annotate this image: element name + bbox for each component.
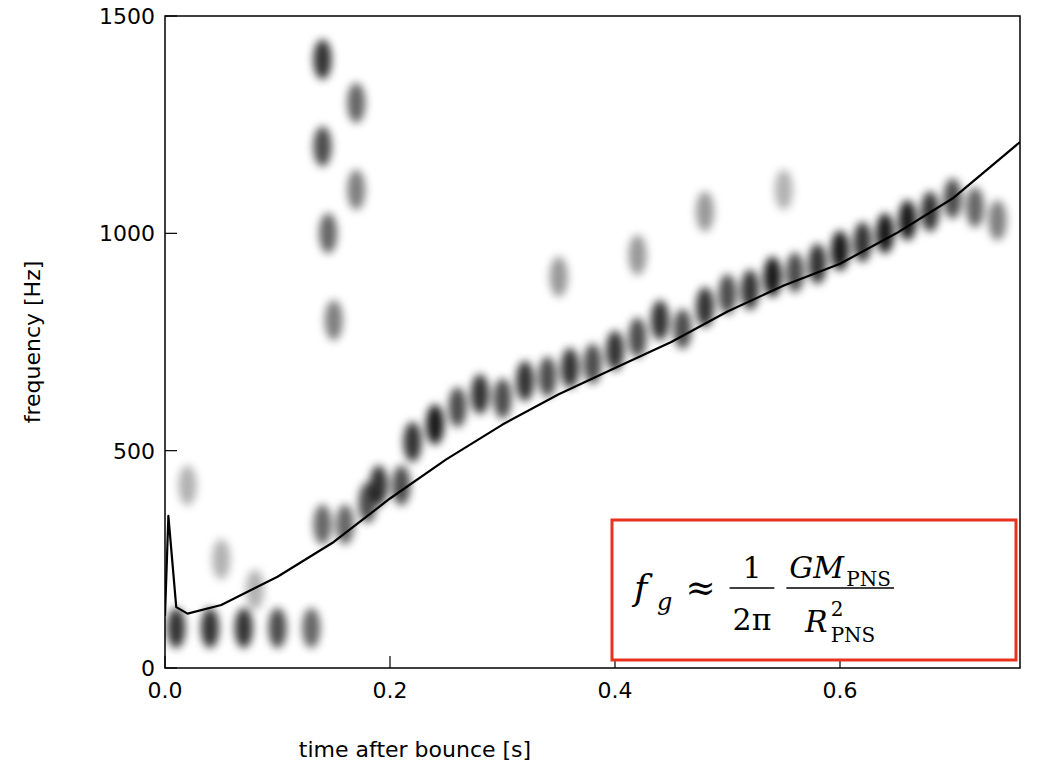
formula-den: R <box>804 604 828 639</box>
spectrogram-blob <box>471 374 489 414</box>
formula-approx: ≈ <box>685 567 715 608</box>
x-tick-label: 0.0 <box>148 678 183 703</box>
y-tick <box>165 15 177 16</box>
formula-sub: g <box>657 588 672 616</box>
spectrogram-blob <box>347 170 365 210</box>
spectrogram-blob <box>449 387 467 427</box>
spectrogram-blob <box>347 83 365 123</box>
x-tick <box>389 656 390 668</box>
spectrogram-blob <box>201 608 219 648</box>
formula-coef-den: 2π <box>733 602 772 637</box>
spectrogram-blob <box>629 318 647 358</box>
y-axis-title: frequency [Hz] <box>20 261 45 424</box>
spectrogram-blob <box>989 200 1007 240</box>
spectrogram-blob <box>786 252 804 292</box>
x-tick-label: 0.2 <box>373 678 408 703</box>
fraction-bar <box>786 587 894 589</box>
spectrogram-blob <box>404 422 422 462</box>
spectrogram-blob <box>212 539 230 579</box>
formula-num: GM <box>789 550 845 585</box>
spectrogram-blob <box>550 257 568 297</box>
spectrogram-blob <box>325 300 343 340</box>
spectrogram-blob <box>629 235 647 275</box>
spectrogram-blob <box>370 465 388 505</box>
formula-box <box>612 520 1016 660</box>
frame <box>165 16 1020 668</box>
spectrogram-blob <box>314 126 332 166</box>
chart: 0500100015000.00.20.40.6time after bounc… <box>0 0 1039 773</box>
formula-f: f <box>631 567 653 608</box>
spectrogram-blob <box>899 200 917 240</box>
spectrogram-blob <box>775 170 793 210</box>
spectrogram-blob <box>269 608 287 648</box>
y-tick <box>165 233 177 234</box>
formula-den-sub: PNS <box>831 623 876 647</box>
y-tick-label: 1500 <box>99 4 155 29</box>
spectrogram-blob <box>494 379 512 419</box>
formula-den-sup: 2 <box>831 597 844 621</box>
spectrogram-blob <box>516 361 534 401</box>
spectrogram-blob <box>319 213 337 253</box>
spectrogram-blob <box>809 244 827 284</box>
fraction-bar <box>730 587 775 589</box>
spectrogram-blob <box>314 505 332 545</box>
x-axis-title: time after bounce [s] <box>299 737 531 762</box>
y-tick <box>165 450 177 451</box>
y-tick <box>165 667 177 668</box>
x-tick-label: 0.4 <box>598 678 633 703</box>
spectrogram-blob <box>674 309 692 349</box>
spectrogram-blob <box>561 348 579 388</box>
spectrogram-blob <box>302 608 320 648</box>
spectrogram-blob <box>876 213 894 253</box>
x-tick <box>164 656 165 668</box>
spectrogram-blob <box>314 39 332 79</box>
y-tick-label: 500 <box>113 439 155 464</box>
x-tick-label: 0.6 <box>823 678 858 703</box>
spectrogram-blob <box>651 300 669 340</box>
spectrogram-blob <box>179 465 197 505</box>
spectrogram-blob <box>246 570 264 610</box>
formula-coef-num: 1 <box>742 550 761 585</box>
spectrogram-blob <box>235 608 253 648</box>
spectrogram-blob <box>539 357 557 397</box>
spectrogram-blob <box>167 608 185 648</box>
spectrogram-blob <box>426 405 444 445</box>
spectrogram-blob <box>696 192 714 232</box>
spectrogram-blob <box>966 187 984 227</box>
y-tick-label: 1000 <box>99 221 155 246</box>
